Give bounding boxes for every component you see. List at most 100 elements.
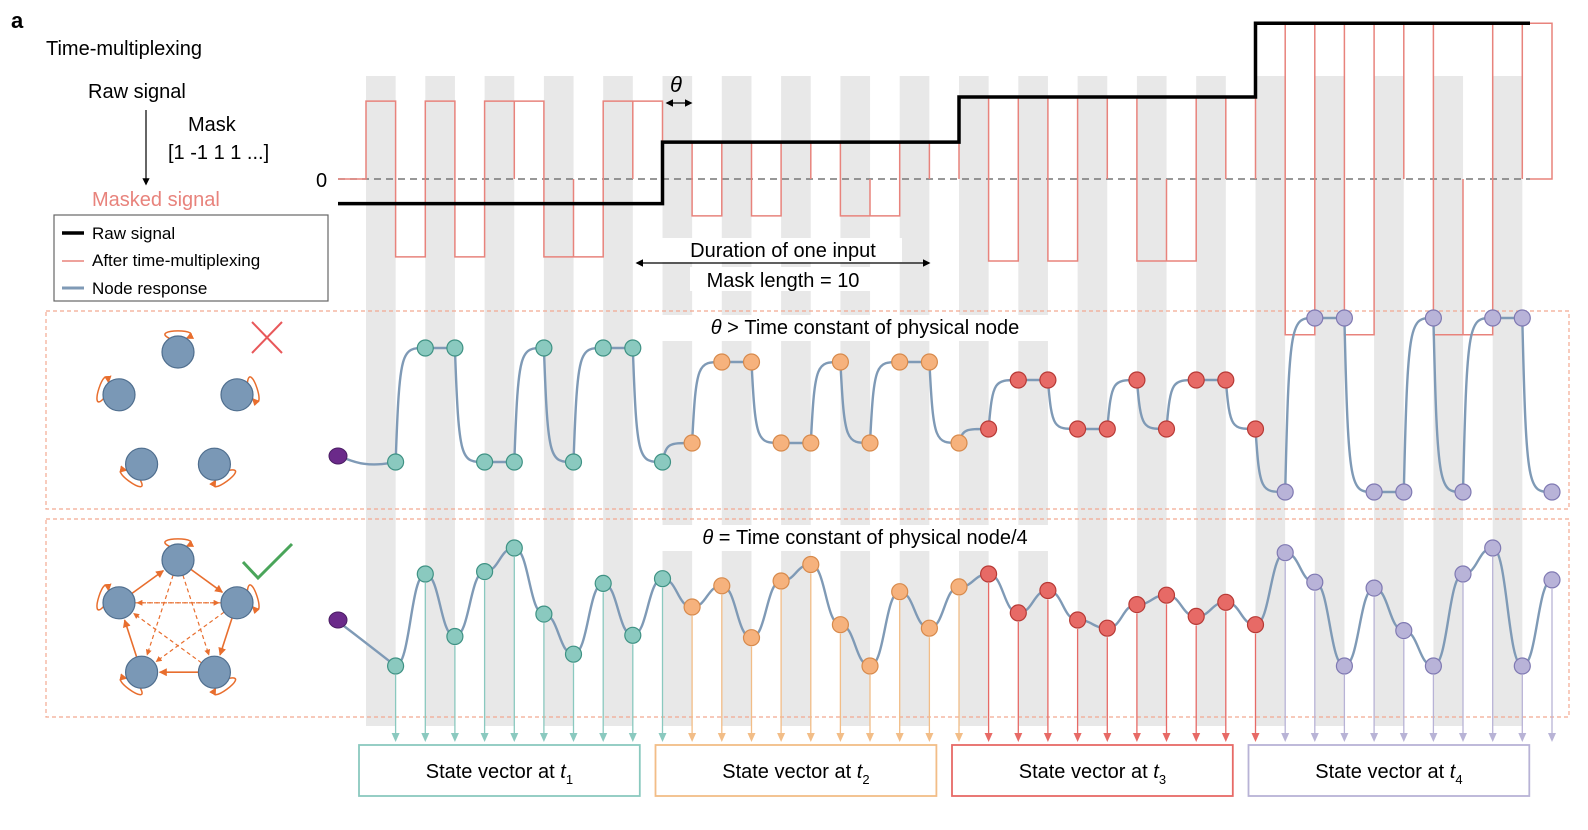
virtual-node-slow bbox=[1513, 309, 1531, 327]
virtual-node-slow bbox=[1246, 420, 1265, 438]
readout-arrowhead bbox=[1251, 733, 1260, 742]
virtual-node-slow bbox=[1306, 309, 1324, 327]
state-vector-var: t bbox=[857, 761, 864, 783]
check-icon bbox=[241, 542, 294, 581]
virtual-node-fast bbox=[1543, 571, 1561, 589]
virtual-node-fast bbox=[564, 645, 583, 663]
virtual-node-slow bbox=[891, 353, 909, 371]
state-vector-label: State vector at t3 bbox=[1019, 761, 1166, 787]
readout-arrowhead bbox=[955, 733, 963, 742]
virtual-node-fast bbox=[624, 626, 642, 644]
virtual-node-slow bbox=[772, 434, 790, 452]
readout-arrowhead bbox=[895, 733, 904, 742]
legend-label-node: Node response bbox=[92, 279, 207, 298]
state-vector-sub: 2 bbox=[862, 772, 869, 787]
network-node bbox=[125, 447, 159, 481]
time-slot-stripe bbox=[781, 76, 811, 726]
virtual-node-slow bbox=[1484, 309, 1502, 327]
virtual-node-fast bbox=[476, 562, 494, 581]
readout-arrowhead bbox=[1310, 733, 1319, 742]
row1-caption-text: > Time constant of physical node bbox=[722, 317, 1020, 339]
readout-arrowhead bbox=[984, 733, 993, 742]
initial-state-node bbox=[328, 447, 348, 465]
panel-frame-fast-node bbox=[45, 518, 1570, 718]
virtual-node-slow bbox=[1543, 483, 1561, 501]
state-vector-box bbox=[654, 744, 938, 797]
virtual-node-slow bbox=[1217, 371, 1235, 389]
readout-arrowhead bbox=[836, 733, 845, 742]
virtual-node-fast bbox=[772, 572, 790, 590]
flow-mask-values: [1 -1 1 1 ...] bbox=[168, 142, 269, 164]
row1-caption-bg bbox=[662, 315, 1068, 341]
virtual-node-slow bbox=[1157, 420, 1176, 438]
panel-label: a bbox=[11, 8, 24, 33]
readout-arrowhead bbox=[1459, 733, 1467, 742]
time-slot-stripe bbox=[899, 76, 930, 726]
panel-frame-slow-node bbox=[45, 310, 1570, 510]
state-vector-var: t bbox=[1153, 761, 1160, 783]
row2-caption-symbol: θ bbox=[702, 527, 713, 549]
coupling-edge-dashed bbox=[145, 575, 174, 656]
time-slot-stripe bbox=[1136, 76, 1167, 726]
readout-arrowhead bbox=[1192, 733, 1201, 742]
network-node bbox=[220, 586, 254, 620]
time-slot-stripe bbox=[662, 76, 693, 726]
self-loop-edge bbox=[164, 330, 195, 340]
readout-arrowhead bbox=[1429, 733, 1438, 742]
virtual-node-fast bbox=[1009, 604, 1027, 622]
state-vector-box bbox=[951, 744, 1234, 797]
readout-arrowhead bbox=[510, 733, 519, 742]
virtual-node-slow bbox=[1068, 420, 1087, 438]
state-vector-sub: 3 bbox=[1159, 772, 1166, 787]
virtual-node-slow bbox=[564, 453, 583, 471]
virtual-node-fast bbox=[1454, 565, 1472, 583]
virtual-node-slow bbox=[713, 353, 731, 371]
virtual-node-fast bbox=[1306, 573, 1324, 591]
node-response-fast bbox=[328, 539, 1561, 675]
node-response-slow-trace bbox=[335, 316, 1553, 494]
readout-arrowhead bbox=[628, 733, 637, 742]
coupling-edge-solid bbox=[123, 619, 138, 658]
virtual-node-slow bbox=[476, 453, 494, 471]
readout-arrowhead bbox=[1162, 733, 1171, 742]
state-vector-box bbox=[358, 744, 641, 797]
time-slot-stripe bbox=[1018, 76, 1048, 726]
self-loop-edge bbox=[246, 376, 260, 407]
virtual-node-fast bbox=[416, 565, 434, 583]
time-slot-stripe bbox=[484, 76, 515, 726]
virtual-node-fast bbox=[891, 583, 909, 601]
virtual-node-slow bbox=[446, 339, 464, 357]
virtual-node-slow bbox=[1128, 371, 1146, 389]
time-slot-stripe bbox=[1196, 76, 1226, 726]
virtual-node-slow bbox=[1395, 483, 1413, 501]
readout-arrowhead bbox=[1103, 733, 1112, 742]
network-node bbox=[102, 586, 136, 620]
network-node bbox=[220, 378, 254, 412]
initial-state-node bbox=[328, 611, 348, 629]
virtual-node-slow bbox=[920, 353, 939, 371]
virtual-node-slow bbox=[416, 339, 434, 357]
network-node bbox=[197, 655, 231, 689]
flow-raw-label: Raw signal bbox=[88, 81, 186, 103]
virtual-node-fast bbox=[1068, 611, 1087, 629]
virtual-node-fast bbox=[1128, 595, 1146, 614]
self-loop-edge bbox=[209, 677, 237, 696]
virtual-node-fast bbox=[713, 577, 731, 595]
zero-label: 0 bbox=[316, 170, 327, 192]
readout-arrowhead bbox=[450, 733, 459, 742]
coupling-edge-dashed bbox=[133, 612, 202, 664]
virtual-node-slow bbox=[950, 434, 968, 452]
legend-label-masked: After time-multiplexing bbox=[92, 251, 260, 270]
network-node bbox=[197, 447, 231, 481]
time-slot-stripe bbox=[543, 76, 574, 726]
readout-arrowhead bbox=[1548, 733, 1556, 742]
virtual-node-slow bbox=[1276, 483, 1294, 501]
virtual-node-slow bbox=[387, 453, 405, 471]
time-slot-stripes bbox=[366, 76, 1523, 726]
readout-arrowhead bbox=[688, 733, 697, 742]
state-vector-sub: 4 bbox=[1455, 772, 1462, 787]
virtual-node-fast bbox=[505, 539, 523, 557]
readout-arrowhead bbox=[1043, 733, 1052, 742]
coupling-edge-solid bbox=[190, 568, 224, 593]
